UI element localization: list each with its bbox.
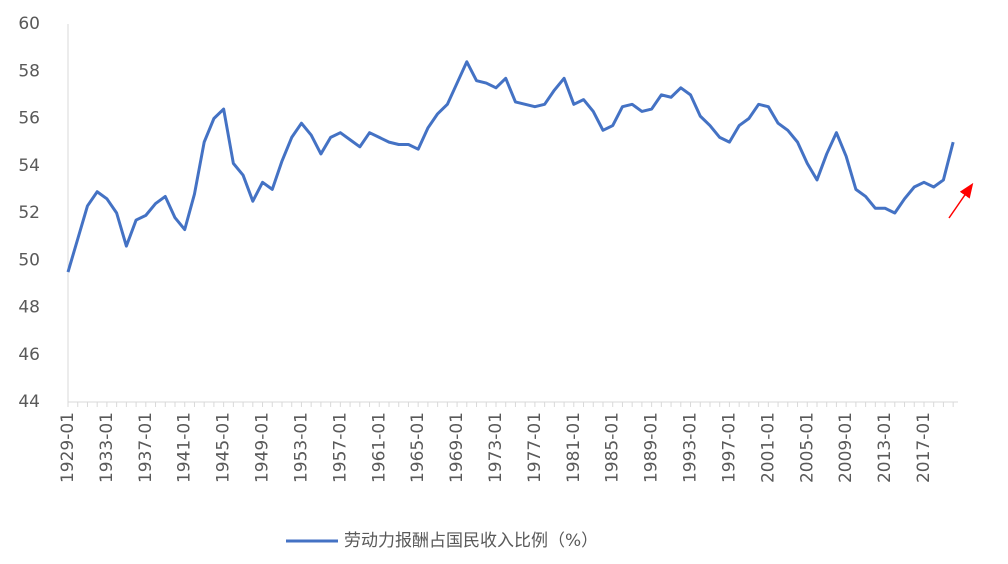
x-tick-label: 2017-01 xyxy=(914,412,934,483)
x-tick-label: 1941-01 xyxy=(175,412,195,483)
y-tick-label: 46 xyxy=(18,345,40,365)
y-tick-label: 52 xyxy=(18,203,40,223)
x-tick-label: 1969-01 xyxy=(447,412,467,483)
x-tick-label: 1953-01 xyxy=(291,412,311,483)
x-tick-label: 1961-01 xyxy=(369,412,389,483)
x-tick-label: 2009-01 xyxy=(836,412,856,483)
x-tick-label: 1937-01 xyxy=(136,412,156,483)
y-tick-label: 60 xyxy=(18,14,40,34)
x-tick-label: 1981-01 xyxy=(564,412,584,483)
x-tick-label: 1977-01 xyxy=(525,412,545,483)
x-tick-label: 1989-01 xyxy=(642,412,662,483)
x-tick-label: 2005-01 xyxy=(797,412,817,483)
x-tick-label: 1949-01 xyxy=(253,412,273,483)
x-tick-label: 1993-01 xyxy=(681,412,701,483)
y-tick-label: 44 xyxy=(18,392,40,412)
y-tick-label: 54 xyxy=(18,156,40,176)
y-tick-label: 58 xyxy=(18,61,40,81)
x-tick-label: 2013-01 xyxy=(875,412,895,483)
y-tick-label: 48 xyxy=(18,298,40,318)
legend-label: 劳动力报酬占国民收入比例（%） xyxy=(344,531,598,551)
x-tick-label: 1965-01 xyxy=(408,412,428,483)
x-tick-label: 1945-01 xyxy=(214,412,234,483)
x-tick-label: 1929-01 xyxy=(58,412,78,483)
x-tick-label: 1985-01 xyxy=(603,412,623,483)
data-line xyxy=(66,60,955,273)
x-tick-label: 1997-01 xyxy=(719,412,739,483)
y-tick-label: 50 xyxy=(18,250,40,270)
x-tick-label: 1973-01 xyxy=(486,412,506,483)
x-tick-label: 1957-01 xyxy=(330,412,350,483)
y-tick-label: 56 xyxy=(18,109,40,129)
annotation-arrow xyxy=(948,182,974,219)
x-tick-label: 2001-01 xyxy=(758,412,778,483)
x-tick-label: 1933-01 xyxy=(97,412,117,483)
